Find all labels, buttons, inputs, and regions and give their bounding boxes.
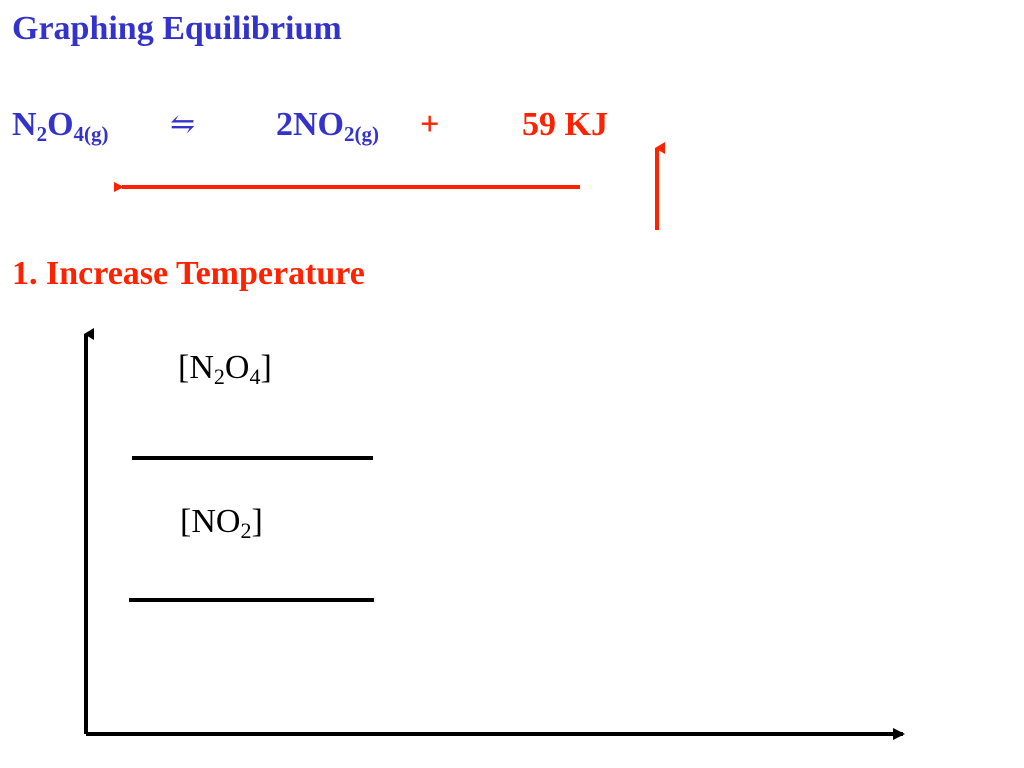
step-label: 1. Increase Temperature (12, 255, 365, 292)
no2-subscript: 2 (240, 518, 252, 543)
n2o4-o: O (224, 349, 250, 386)
reactant-n-subscript: 2 (36, 122, 48, 146)
product-no: 2NO (276, 106, 344, 143)
product-subscript: 2(g) (344, 122, 379, 146)
page-title: Graphing Equilibrium (12, 10, 342, 47)
n2o4-label: [N2O4] (178, 348, 272, 388)
n2o4-close: ] (260, 349, 272, 386)
n2o4-o-subscript: 4 (249, 364, 261, 389)
reactant-o-subscript: 4(g) (73, 122, 109, 146)
product-formula: 2NO2(g) (276, 103, 379, 147)
reactant-formula: N2O4(g) (12, 103, 109, 147)
reactant-o: O (47, 106, 74, 143)
equilibrium-arrow: ⇋ (170, 108, 196, 141)
n2o4-n-subscript: 2 (213, 364, 225, 389)
energy-term: 59 KJ (522, 106, 608, 143)
reactant-n: N (12, 106, 37, 143)
plus-sign: + (420, 106, 440, 143)
no2-open: [NO (180, 503, 241, 540)
no2-close: ] (251, 503, 263, 540)
no2-label: [NO2] (180, 502, 263, 542)
n2o4-open: [N (178, 349, 214, 386)
